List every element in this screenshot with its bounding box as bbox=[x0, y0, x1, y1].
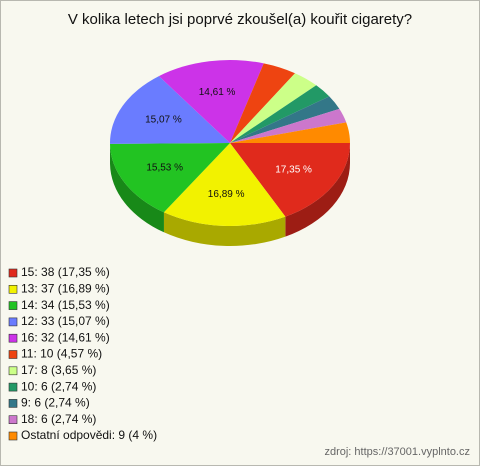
slice bbox=[158, 60, 264, 143]
legend-swatch bbox=[8, 333, 18, 343]
chart-title: V kolika letech jsi poprvé zkoušel(a) ko… bbox=[68, 11, 412, 28]
legend-label: 9: 6 (2,74 %) bbox=[21, 396, 90, 410]
slice bbox=[230, 143, 350, 217]
slice bbox=[230, 122, 350, 143]
legend-label: 17: 8 (3,65 %) bbox=[21, 363, 96, 377]
legend-swatch bbox=[8, 399, 18, 408]
slice bbox=[230, 73, 317, 143]
slice-side bbox=[163, 212, 286, 247]
slice bbox=[230, 108, 347, 143]
value-label: 15,07 % bbox=[145, 115, 182, 126]
legend-swatch bbox=[8, 268, 18, 278]
slice-side bbox=[285, 143, 350, 237]
slice bbox=[163, 143, 286, 227]
legend-swatch bbox=[8, 415, 18, 425]
legend-label: 12: 33 (15,07 %) bbox=[21, 314, 110, 328]
legend-label: 15: 38 (17,35 %) bbox=[21, 265, 110, 279]
slice bbox=[230, 96, 340, 143]
legend-swatch bbox=[8, 301, 18, 310]
value-label: 15,53 % bbox=[146, 162, 183, 173]
legend-label: Ostatní odpovědi: 9 (4 %) bbox=[21, 428, 157, 442]
value-label: 16,89 % bbox=[208, 189, 245, 200]
legend-label: 10: 6 (2,74 %) bbox=[21, 379, 96, 393]
legend-swatch bbox=[8, 284, 18, 294]
slice bbox=[110, 143, 230, 213]
legend-swatch bbox=[8, 317, 18, 327]
slice bbox=[230, 63, 296, 144]
slice bbox=[110, 76, 230, 144]
legend-label: 14: 34 (15,53 %) bbox=[21, 298, 110, 312]
source: zdroj: https://37001.vyplnto.cz bbox=[324, 446, 470, 458]
legend-label: 11: 10 (4,57 %) bbox=[21, 347, 102, 361]
value-label: 17,35 % bbox=[275, 164, 312, 175]
legend-label: 16: 32 (14,61 %) bbox=[21, 330, 110, 344]
legend-swatch bbox=[8, 382, 18, 392]
legend-swatch bbox=[8, 350, 18, 359]
value-label: 14,61 % bbox=[199, 87, 236, 98]
slice-side bbox=[110, 143, 164, 233]
legend-swatch bbox=[8, 366, 18, 376]
legend-label: 13: 37 (16,89 %) bbox=[21, 281, 110, 295]
legend-label: 18: 6 (2,74 %) bbox=[21, 412, 96, 426]
legend-swatch bbox=[8, 431, 18, 441]
slice bbox=[230, 85, 330, 143]
